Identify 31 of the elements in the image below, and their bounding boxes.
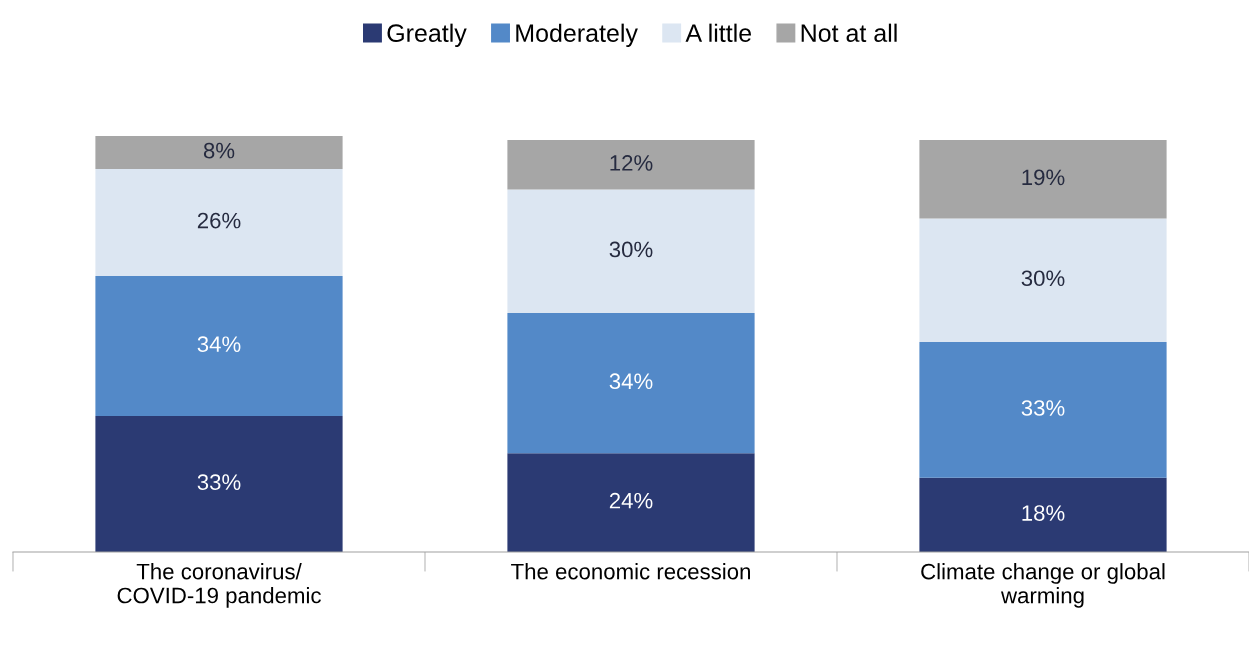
bar bbox=[95, 416, 343, 552]
bar bbox=[507, 453, 755, 552]
bar bbox=[919, 477, 1167, 552]
data-label: 8% bbox=[203, 142, 235, 159]
bar bbox=[507, 189, 755, 314]
legend-label: A little bbox=[685, 23, 752, 42]
bar bbox=[919, 218, 1167, 342]
bar bbox=[95, 276, 343, 417]
data-label: 19% bbox=[1022, 169, 1065, 186]
legend-label: Moderately bbox=[516, 23, 638, 47]
bar bbox=[919, 140, 1167, 219]
bar bbox=[507, 313, 755, 454]
bar bbox=[919, 341, 1167, 478]
data-label: 18% bbox=[1022, 505, 1065, 521]
bar bbox=[95, 168, 343, 277]
data-label: 30% bbox=[609, 241, 653, 258]
data-label: 34% bbox=[197, 336, 241, 353]
bar bbox=[95, 136, 343, 169]
x-tick-label: The coronavirus/ COVID-19 pandemic bbox=[117, 563, 321, 608]
bar bbox=[507, 140, 755, 190]
x-tick-label: The economic recession bbox=[511, 563, 750, 580]
data-label: 24% bbox=[609, 492, 653, 509]
x-tick-label: Climate change or global warming bbox=[921, 563, 1165, 608]
data-label: 30% bbox=[1021, 270, 1065, 287]
data-label: 34% bbox=[609, 373, 653, 390]
legend-label: Greatly bbox=[387, 23, 467, 47]
legend-label: Not at all bbox=[801, 23, 897, 42]
data-label: 33% bbox=[1021, 400, 1065, 416]
data-label: 12% bbox=[610, 155, 653, 171]
data-label: 33% bbox=[197, 474, 241, 490]
data-label: 26% bbox=[197, 212, 241, 229]
